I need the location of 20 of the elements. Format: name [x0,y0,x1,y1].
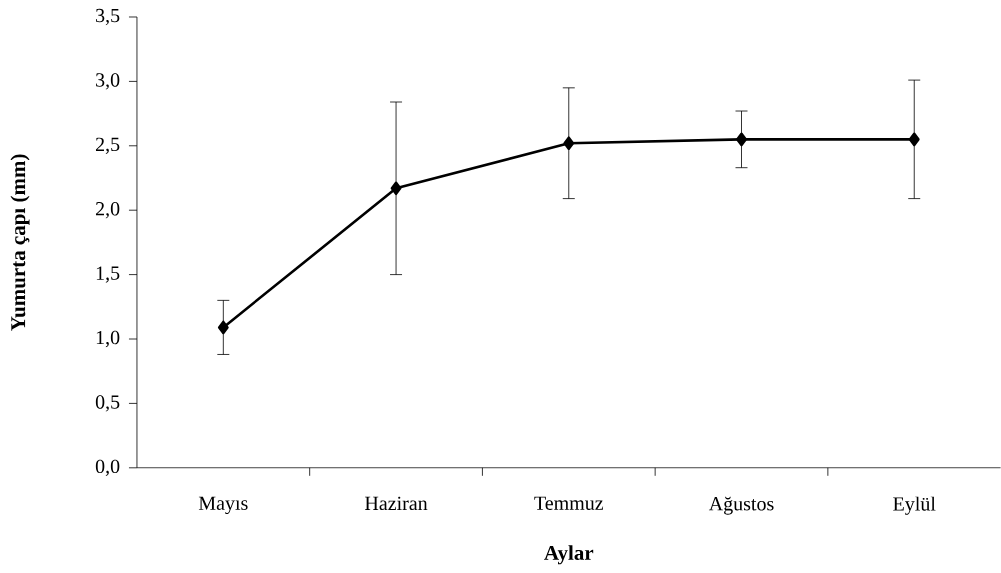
x-tick-label: Eylül [893,496,936,515]
y-tick-label: 2,5 [95,137,120,155]
x-axis-title: Aylar [544,545,594,565]
y-axis-title: Yumurta çapı (mm) [10,154,30,331]
y-tick-label: 0,0 [95,459,120,477]
point [908,132,920,147]
y-tick-label: 3,0 [96,73,120,90]
x-tick-label: Temmuz [534,496,604,511]
y-tick-label: 3,5 [96,8,120,26]
y-tick-label: 1,0 [96,330,120,348]
y-tick-label: 0,5 [95,395,120,412]
x-tick-label: Ağustos [708,496,774,515]
x-tick-label: Mayıs [198,496,248,515]
y-tick-label: 1,5 [96,266,120,283]
x-tick-label: Haziran [364,496,428,511]
point [563,136,575,151]
point [390,181,402,196]
point [217,320,229,335]
y-tick-label: 2,0 [95,202,120,219]
point [736,132,747,147]
